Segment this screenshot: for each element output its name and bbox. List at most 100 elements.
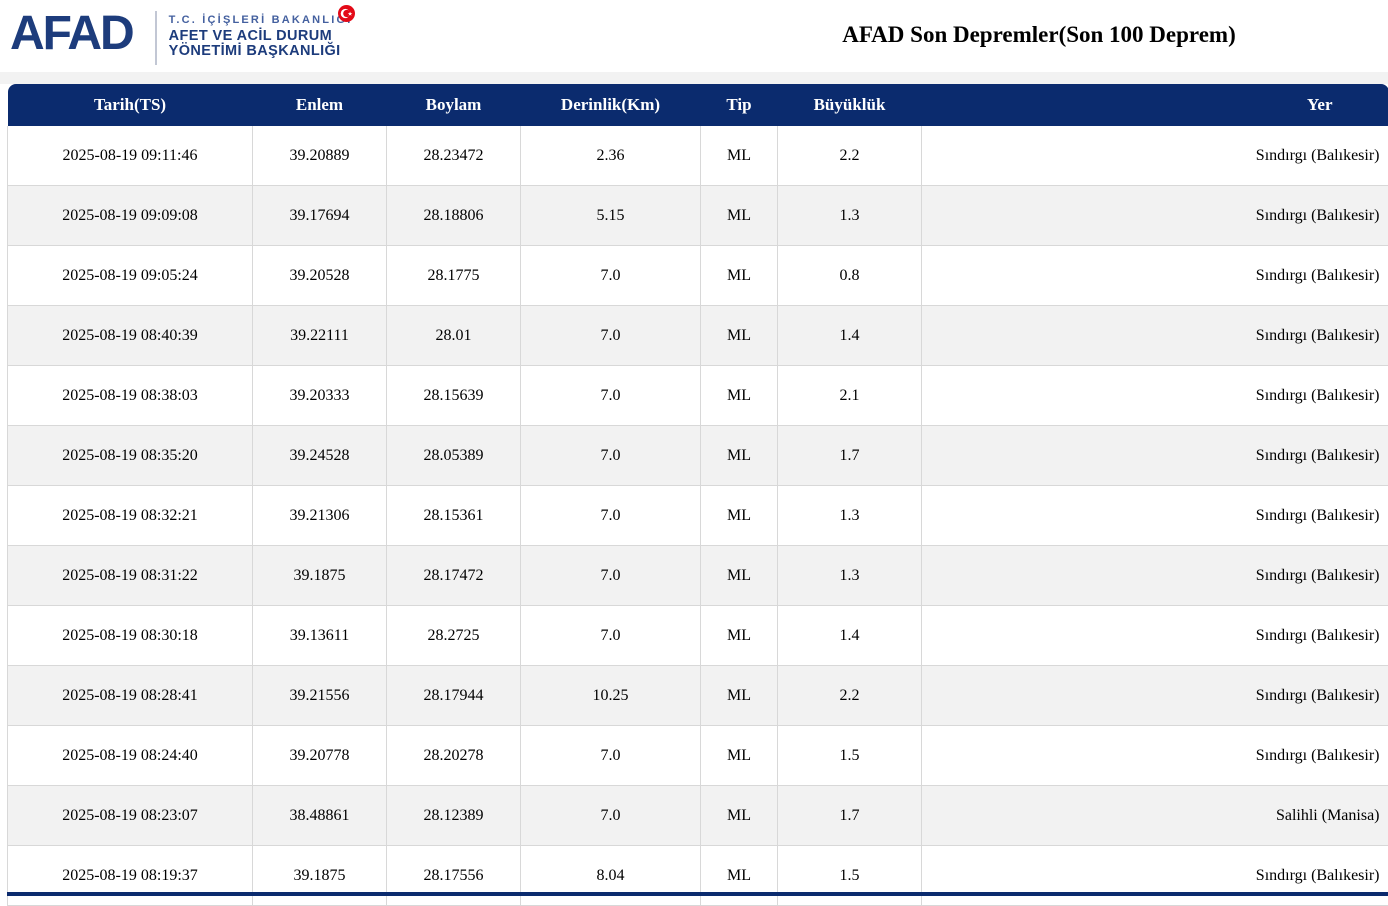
cell-buyukluk: 1.3	[778, 486, 922, 546]
cell-derinlik: 7.0	[521, 486, 701, 546]
top-header-bar: AFAD T.C. İÇİŞLERİ BAKANLIĞI AFET VE ACİ…	[0, 0, 1388, 72]
afad-logo-text: AFAD	[10, 5, 147, 63]
cell-tarih: 2025-08-19 08:19:37	[8, 846, 253, 906]
cell-tarih: 2025-08-19 08:38:03	[8, 366, 253, 426]
cell-tip: ML	[701, 606, 778, 666]
cell-tarih: 2025-08-19 08:23:07	[8, 786, 253, 846]
cell-tip: ML	[701, 486, 778, 546]
cell-derinlik: 7.0	[521, 366, 701, 426]
turkish-flag-crescent-star-icon	[338, 5, 355, 22]
cell-tip: ML	[701, 546, 778, 606]
cell-derinlik: 7.0	[521, 546, 701, 606]
cell-buyukluk: 1.7	[778, 426, 922, 486]
cell-enlem: 39.17694	[253, 186, 387, 246]
cell-yer: Sındırgı (Balıkesir)	[922, 726, 1388, 786]
afad-logo[interactable]: AFAD T.C. İÇİŞLERİ BAKANLIĞI AFET VE ACİ…	[10, 5, 353, 65]
cell-yer: Sındırgı (Balıkesir)	[922, 366, 1388, 426]
column-header-boylam[interactable]: Boylam	[387, 84, 521, 126]
cell-derinlik: 7.0	[521, 726, 701, 786]
ministry-line-3: YÖNETİMİ BAŞKANLIĞI	[169, 44, 353, 59]
cell-enlem: 39.21556	[253, 666, 387, 726]
cell-tarih: 2025-08-19 08:32:21	[8, 486, 253, 546]
cell-boylam: 28.12389	[387, 786, 521, 846]
column-header-tarih[interactable]: Tarih(TS)	[8, 84, 253, 126]
cell-derinlik: 7.0	[521, 786, 701, 846]
cell-boylam: 28.01	[387, 306, 521, 366]
column-header-tip[interactable]: Tip	[701, 84, 778, 126]
cell-yer: Sındırgı (Balıkesir)	[922, 486, 1388, 546]
cell-yer: Sındırgı (Balıkesir)	[922, 186, 1388, 246]
cell-buyukluk: 1.3	[778, 186, 922, 246]
cell-buyukluk: 1.4	[778, 306, 922, 366]
cell-derinlik: 7.0	[521, 246, 701, 306]
cell-tarih: 2025-08-19 09:11:46	[8, 126, 253, 186]
cell-yer: Sındırgı (Balıkesir)	[922, 846, 1388, 906]
cell-tip: ML	[701, 846, 778, 906]
cell-tip: ML	[701, 126, 778, 186]
cell-boylam: 28.2725	[387, 606, 521, 666]
cell-tip: ML	[701, 726, 778, 786]
cell-yer: Salihli (Manisa)	[922, 786, 1388, 846]
cell-buyukluk: 1.4	[778, 606, 922, 666]
column-header-buyukluk[interactable]: Büyüklük	[778, 84, 922, 126]
cell-tarih: 2025-08-19 09:09:08	[8, 186, 253, 246]
cell-boylam: 28.05389	[387, 426, 521, 486]
cell-enlem: 39.24528	[253, 426, 387, 486]
cell-tip: ML	[701, 306, 778, 366]
cell-buyukluk: 2.2	[778, 126, 922, 186]
cell-tarih: 2025-08-19 08:35:20	[8, 426, 253, 486]
column-header-derinlik[interactable]: Derinlik(Km)	[521, 84, 701, 126]
cell-enlem: 39.1875	[253, 546, 387, 606]
cell-buyukluk: 2.1	[778, 366, 922, 426]
cell-boylam: 28.23472	[387, 126, 521, 186]
cell-derinlik: 2.36	[521, 126, 701, 186]
cell-tarih: 2025-08-19 09:05:24	[8, 246, 253, 306]
cell-boylam: 28.15361	[387, 486, 521, 546]
cell-enlem: 39.20528	[253, 246, 387, 306]
cell-boylam: 28.1775	[387, 246, 521, 306]
cell-tip: ML	[701, 786, 778, 846]
cell-derinlik: 7.0	[521, 306, 701, 366]
cell-yer: Sındırgı (Balıkesir)	[922, 246, 1388, 306]
cell-tarih: 2025-08-19 08:24:40	[8, 726, 253, 786]
column-header-yer[interactable]: Yer	[922, 84, 1388, 126]
cell-enlem: 39.20889	[253, 126, 387, 186]
cell-boylam: 28.17556	[387, 846, 521, 906]
page-title: AFAD Son Depremler(Son 100 Deprem)	[690, 22, 1388, 48]
cell-buyukluk: 0.8	[778, 246, 922, 306]
cell-tarih: 2025-08-19 08:28:41	[8, 666, 253, 726]
cell-derinlik: 7.0	[521, 426, 701, 486]
cell-yer: Sındırgı (Balıkesir)	[922, 126, 1388, 186]
cell-derinlik: 10.25	[521, 666, 701, 726]
cell-tip: ML	[701, 186, 778, 246]
cell-boylam: 28.18806	[387, 186, 521, 246]
cell-yer: Sındırgı (Balıkesir)	[922, 666, 1388, 726]
earthquake-table: Tarih(TS) Enlem Boylam Derinlik(Km) Tip …	[7, 84, 1388, 906]
cell-tip: ML	[701, 426, 778, 486]
table-header: Tarih(TS) Enlem Boylam Derinlik(Km) Tip …	[8, 84, 1388, 126]
cell-yer: Sındırgı (Balıkesir)	[922, 546, 1388, 606]
cell-boylam: 28.17472	[387, 546, 521, 606]
column-header-enlem[interactable]: Enlem	[253, 84, 387, 126]
cell-tarih: 2025-08-19 08:31:22	[8, 546, 253, 606]
cell-enlem: 39.22111	[253, 306, 387, 366]
cell-derinlik: 7.0	[521, 606, 701, 666]
ministry-line-1: T.C. İÇİŞLERİ BAKANLIĞI	[169, 14, 353, 26]
cell-tarih: 2025-08-19 08:30:18	[8, 606, 253, 666]
cell-tip: ML	[701, 246, 778, 306]
logo-divider	[155, 11, 157, 65]
